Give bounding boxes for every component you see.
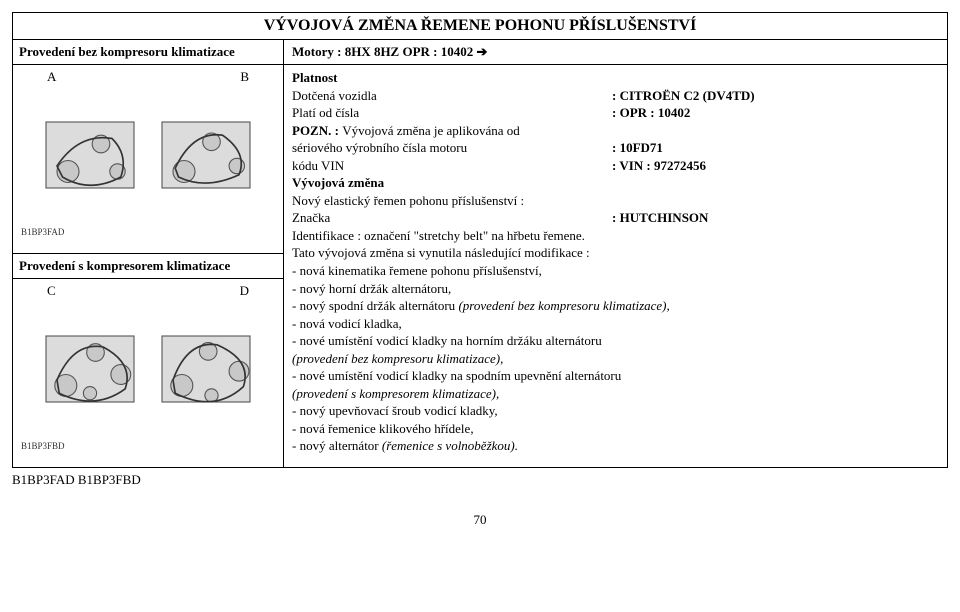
pozn-label: POZN. : (292, 123, 342, 138)
engine-figure-cd (17, 299, 279, 439)
bullet-line: - nové umístění vodicí kladky na horním … (292, 332, 939, 350)
figure-code-2: B1BP3FBD (17, 441, 279, 451)
document-frame: VÝVOJOVÁ ZMĚNA ŘEMENE POHONU PŘÍSLUŠENST… (12, 12, 948, 468)
kv-row: Platí od čísla : OPR : 10402 (292, 104, 939, 122)
bullet-line: - nový upevňovací šroub vodicí kladky, (292, 402, 939, 420)
content-row: Provedení bez kompresoru klimatizace A B (13, 40, 947, 467)
bullet-line: - nový alternátor (řemenice s volnoběžko… (292, 437, 939, 455)
figure-code-1: B1BP3FAD (17, 227, 279, 237)
header-text: Motory : 8HX 8HZ OPR : 10402 (292, 44, 473, 59)
bullet-line: - nový spodní držák alternátoru (provede… (292, 297, 939, 315)
kv-row: kódu VIN : VIN : 97272456 (292, 157, 939, 175)
bullet-line: (provedení bez kompresoru klimatizace), (292, 350, 939, 368)
label-b: B (240, 69, 249, 85)
bullet-line: - nové umístění vodicí kladky na spodním… (292, 367, 939, 385)
right-column: Motory : 8HX 8HZ OPR : 10402 ➔ Platnost … (284, 40, 947, 467)
engine-icon (151, 95, 261, 215)
kv-label: kódu VIN (292, 157, 612, 175)
kv-row: Dotčená vozidla : CITROËN C2 (DV4TD) (292, 87, 939, 105)
pozn-line: POZN. : Vývojová změna je aplikována od (292, 122, 939, 140)
left-column: Provedení bez kompresoru klimatizace A B (13, 40, 284, 467)
section-vyvojova: Vývojová změna (292, 174, 939, 192)
kv-value: : 10FD71 (612, 139, 663, 157)
kv-label: Platí od čísla (292, 104, 612, 122)
pozn-text: Vývojová změna je aplikována od (342, 123, 520, 138)
section-platnost: Platnost (292, 69, 939, 87)
kv-value: : OPR : 10402 (612, 104, 690, 122)
page-title: VÝVOJOVÁ ZMĚNA ŘEMENE POHONU PŘÍSLUŠENST… (13, 13, 947, 40)
elastic-line: Nový elastický řemen pohonu příslušenstv… (292, 192, 939, 210)
engine-icon (151, 309, 261, 429)
label-d: D (240, 283, 249, 299)
engine-icon (35, 95, 145, 215)
engine-icon (35, 309, 145, 429)
figure-cell-cd: C D (13, 279, 283, 467)
kv-value: : VIN : 97272456 (612, 157, 706, 175)
kv-label: Dotčená vozidla (292, 87, 612, 105)
bullet-line: - nová řemenice klikového hřídele, (292, 420, 939, 438)
kv-row: Značka : HUTCHINSON (292, 209, 939, 227)
kv-label: sériového výrobního čísla motoru (292, 139, 612, 157)
kv-value: : HUTCHINSON (612, 209, 708, 227)
kv-label: Značka (292, 209, 612, 227)
arrow-icon: ➔ (477, 44, 488, 59)
engine-figure-ab (17, 85, 279, 225)
page-number: 70 (12, 512, 948, 528)
kv-row: sériového výrobního čísla motoru : 10FD7… (292, 139, 939, 157)
bullet-list: - nová kinematika řemene pohonu přísluše… (292, 262, 939, 455)
figure-cell-ab: A B (13, 65, 283, 254)
label-c: C (47, 283, 56, 299)
bullet-line: - nový horní držák alternátoru, (292, 280, 939, 298)
bullet-line: - nová kinematika řemene pohonu přísluše… (292, 262, 939, 280)
left-top-label: Provedení bez kompresoru klimatizace (13, 40, 283, 65)
mod-intro: Tato vývojová změna si vynutila následuj… (292, 244, 939, 262)
bullet-line: - nová vodicí kladka, (292, 315, 939, 333)
kv-value: : CITROËN C2 (DV4TD) (612, 87, 755, 105)
codes-below: B1BP3FAD B1BP3FBD (12, 472, 948, 488)
right-header: Motory : 8HX 8HZ OPR : 10402 ➔ (284, 40, 947, 65)
ident-line: Identifikace : označení "stretchy belt" … (292, 227, 939, 245)
bullet-line: (provedení s kompresorem klimatizace), (292, 385, 939, 403)
label-a: A (47, 69, 56, 85)
left-mid-label: Provedení s kompresorem klimatizace (13, 254, 283, 279)
right-body: Platnost Dotčená vozidla : CITROËN C2 (D… (284, 65, 947, 463)
